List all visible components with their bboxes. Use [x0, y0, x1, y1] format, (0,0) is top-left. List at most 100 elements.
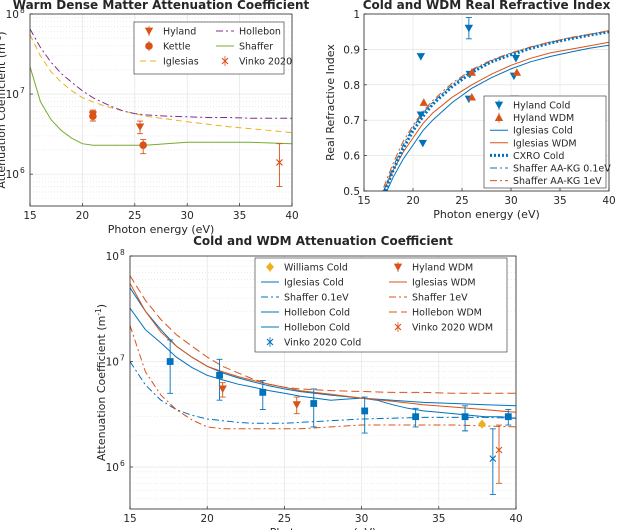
- x-tick-label: 30: [504, 195, 517, 207]
- x-axis-label: Photon energy (eV): [433, 208, 540, 221]
- x-tick-label: 35: [553, 195, 566, 207]
- legend-entry-hollebon-wdm: Hollebon WDM: [389, 308, 482, 319]
- legend-entry-vinko-2020-wdm: Vinko 2020 WDM: [394, 322, 493, 334]
- y-tick-label: 10: [6, 9, 19, 21]
- series-line-cxro-cold: [383, 30, 609, 191]
- error-bar: [489, 428, 496, 495]
- error-bar: [216, 358, 223, 401]
- data-point: [464, 24, 474, 33]
- y-tick-exponent: 8: [120, 248, 125, 257]
- x-tick-label: 35: [432, 513, 445, 525]
- data-layer: [30, 28, 292, 187]
- legend-entry-hyland-cold: Hyland Cold: [494, 100, 570, 112]
- x-tick-label: 20: [406, 195, 419, 207]
- legend-swatch-marker: [145, 42, 153, 50]
- error-bar: [167, 339, 174, 394]
- legend-label: Hollebon Cold: [284, 323, 350, 334]
- axes-frame: [129, 255, 517, 510]
- x-tick-label: 20: [201, 513, 214, 525]
- data-point: [135, 123, 145, 132]
- y-axis-label: Attenuation Coefficient (m-1): [0, 31, 8, 188]
- legend-entry-iglesias-wdm: Iglesias WDM: [389, 278, 476, 289]
- series-line-iglesias: [30, 34, 292, 134]
- x-tick-label: 25: [278, 513, 291, 525]
- x-tick-label: 15: [23, 210, 36, 222]
- data-point: [504, 413, 512, 421]
- legend-swatch-marker: [266, 338, 274, 346]
- legend-label: Hollebon WDM: [412, 308, 482, 319]
- x-tick-label: 40: [285, 210, 298, 222]
- x-tick-label: 20: [76, 210, 89, 222]
- legend-label: CXRO Cold: [513, 151, 564, 162]
- y-axis-label: Real Refractive Index: [324, 44, 337, 161]
- legend-label: Kettle: [163, 42, 191, 53]
- y-tick-label: 0.7: [343, 115, 360, 127]
- x-tick-label: 25: [455, 195, 468, 207]
- legend-entry-hyland-wdm: Hyland WDM: [393, 262, 473, 274]
- legend-entry-vinko-2020: Vinko 2020: [221, 56, 292, 68]
- legend-entry-williams-cold: Williams Cold: [266, 262, 348, 274]
- series-line-shaffer-aa-kg-1ev: [381, 30, 609, 191]
- legend-entry-kettle: Kettle: [145, 41, 191, 53]
- x-tick-label: 35: [233, 210, 246, 222]
- legend-entry-iglesias: Iglesias: [140, 57, 199, 68]
- legend-label: Hollebon Cold: [284, 308, 350, 319]
- y-tick-label: 0.6: [343, 151, 360, 163]
- x-tick-label: 25: [128, 210, 141, 222]
- legend-label: Iglesias Cold: [513, 126, 573, 137]
- y-tick-exponent: 8: [20, 6, 25, 15]
- data-point: [416, 53, 426, 61]
- series-line-iglesias-cold: [386, 44, 609, 191]
- data-point: [216, 371, 223, 379]
- series-markers-vinko-2020-cold: [489, 428, 497, 495]
- data-point: [511, 54, 521, 63]
- series-markers-williams-cold: [478, 419, 487, 429]
- data-point: [418, 139, 427, 148]
- legend: Williams Cold Iglesias Cold Shaffer 0.1eV H…: [254, 257, 508, 353]
- error-bar: [310, 388, 317, 428]
- legend-entry-shaffer-0-1ev: Shaffer 0.1eV: [261, 293, 349, 304]
- series-markers-kettle: [89, 110, 147, 155]
- data-point: [489, 455, 497, 463]
- data-point: [361, 407, 369, 415]
- legend-entry-hollebon: Hollebon: [216, 27, 281, 38]
- legend-entry-hollebon-cold: Hollebon Cold: [261, 323, 350, 334]
- data-point: [276, 159, 283, 166]
- legend-swatch-marker: [221, 57, 229, 65]
- y-tick-label: 0.5: [343, 186, 360, 198]
- y-tick-exponent: 6: [20, 166, 25, 175]
- series-markers-hollebon-cold: [166, 339, 512, 434]
- series-line-shaffer-1ev: [130, 325, 516, 430]
- x-tick-label: 30: [181, 210, 194, 222]
- x-tick-label: 30: [355, 513, 368, 525]
- y-axis-label: Attenuation Coefficient (m-1): [94, 304, 109, 461]
- legend-box: [254, 257, 508, 353]
- x-tick-label: 40: [509, 513, 522, 525]
- legend: Hyland Kettle Iglesias Hollebon Shaffer Vinko…: [133, 21, 292, 75]
- legend-entry-shaffer-1ev: Shaffer 1eV: [389, 293, 468, 304]
- legend-entry-hyland: Hyland: [144, 26, 196, 38]
- legend-label: Shaffer AA-KG 0.1eV: [513, 164, 611, 175]
- legend-label: Hollebon: [239, 27, 281, 38]
- chart-title: Warm Dense Matter Attenuation Coefficien…: [13, 0, 310, 12]
- y-axis-label-close: ): [95, 304, 108, 308]
- data-layer: [130, 275, 516, 495]
- chart-title: Cold and WDM Attenuation Coefficient: [193, 234, 453, 248]
- series-line-iglesias-cold: [130, 307, 516, 419]
- data-point: [419, 98, 428, 106]
- y-tick-exponent: 6: [120, 459, 125, 468]
- legend-label: Iglesias Cold: [284, 278, 344, 289]
- x-tick-label: 15: [123, 513, 136, 525]
- legend-entry-shaffer: Shaffer: [216, 42, 273, 53]
- data-point: [310, 400, 318, 407]
- legend-entry-hyland-wdm: Hyland WDM: [494, 112, 574, 124]
- legend-label: Hyland: [163, 27, 196, 38]
- y-axis-label-exponent: -1: [94, 308, 103, 316]
- legend-box: [483, 95, 607, 189]
- y-axis-label-exponent: -1: [0, 35, 3, 43]
- axes-frame: [363, 13, 610, 192]
